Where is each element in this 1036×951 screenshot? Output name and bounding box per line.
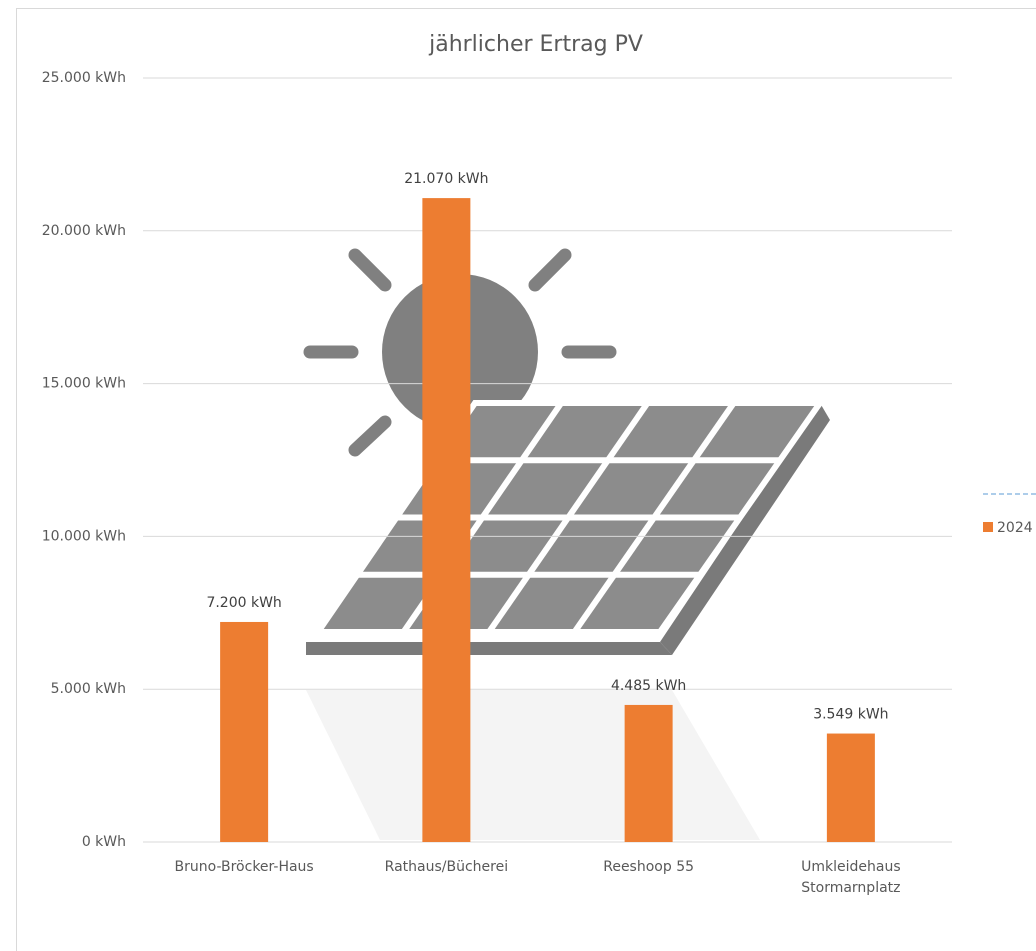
value-label: 3.549 kWh bbox=[813, 707, 888, 723]
chart-title: jährlicher Ertrag PV bbox=[428, 32, 643, 57]
sun-ray bbox=[348, 415, 392, 457]
panel-side bbox=[660, 403, 830, 655]
y-tick-label: 10.000 kWh bbox=[42, 528, 126, 544]
panel-edge bbox=[306, 642, 672, 655]
sun-ray bbox=[528, 248, 572, 292]
x-tick-label: Reeshoop 55 bbox=[603, 859, 694, 875]
legend-label: 2024 bbox=[997, 520, 1033, 536]
value-label: 4.485 kWh bbox=[611, 678, 686, 694]
bar bbox=[422, 198, 471, 842]
y-tick-label: 0 kWh bbox=[82, 834, 126, 850]
value-label: 21.070 kWh bbox=[404, 171, 488, 187]
bar bbox=[624, 704, 673, 842]
y-tick-label: 5.000 kWh bbox=[51, 681, 126, 697]
bar bbox=[220, 621, 269, 842]
panel-grid bbox=[572, 401, 737, 634]
x-tick-label: Bruno-Bröcker-Haus bbox=[175, 859, 314, 875]
y-tick-label: 25.000 kWh bbox=[42, 70, 126, 86]
x-tick-label: Umkleidehaus Stormarnplatz bbox=[801, 859, 901, 896]
sun-ray bbox=[348, 248, 392, 292]
x-tick-label: Rathaus/Bücherei bbox=[385, 859, 508, 875]
value-label: 7.200 kWh bbox=[206, 595, 281, 611]
legend-swatch bbox=[983, 522, 993, 532]
y-tick-label: 15.000 kWh bbox=[42, 376, 126, 392]
bar bbox=[826, 733, 875, 842]
y-tick-label: 20.000 kWh bbox=[42, 223, 126, 239]
